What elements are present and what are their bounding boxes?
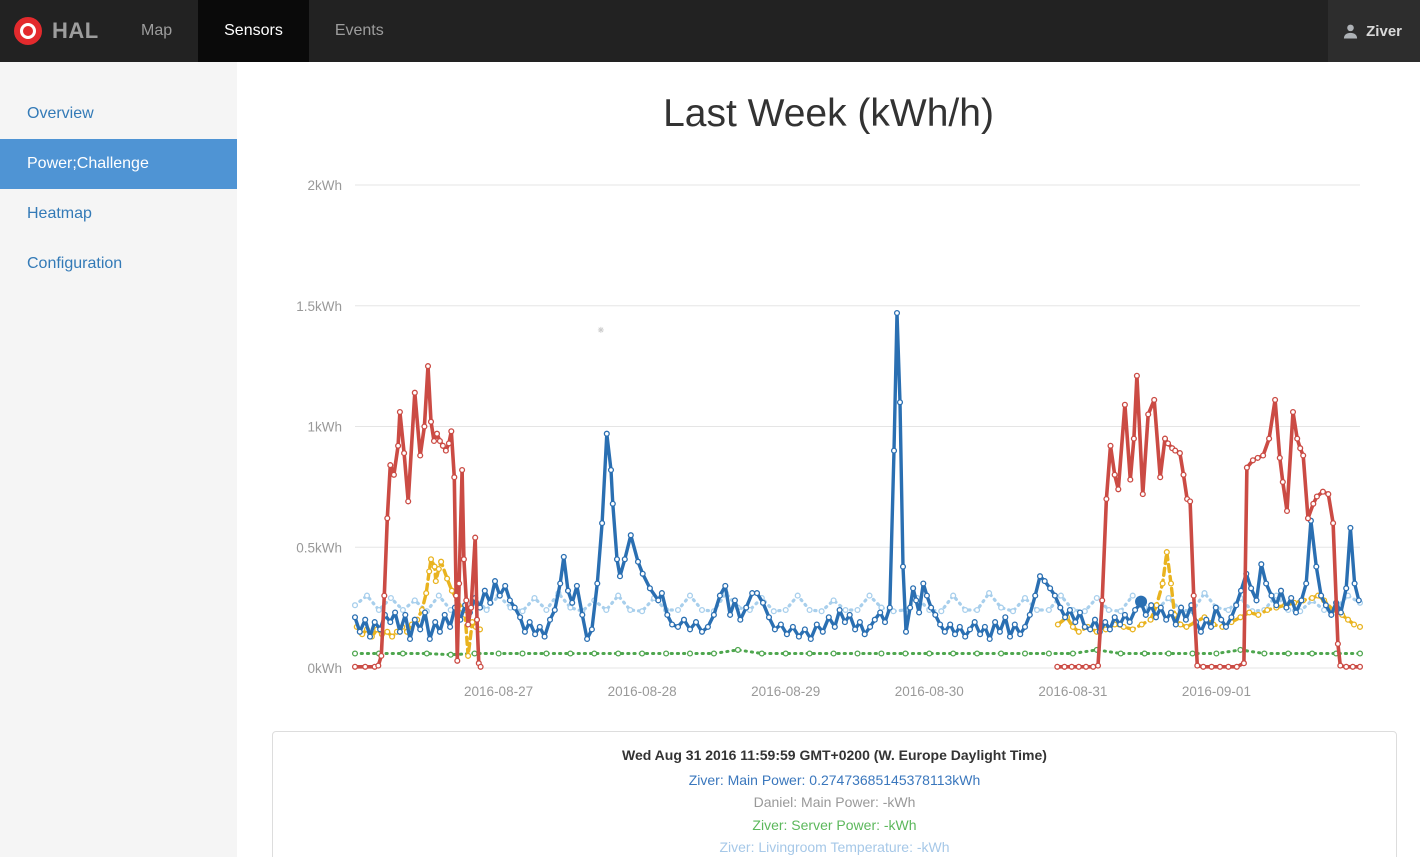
- sidebar-item-heatmap[interactable]: Heatmap: [27, 205, 92, 222]
- main-content: Last Week (kWh/h) 0kWh 0.5kWh 1kWh 1.5kWh 2k…: [237, 62, 1420, 857]
- tooltip-row-ziver-main-power: Ziver: Main Power: 0.27473685145378113kW…: [688, 772, 981, 788]
- x-axis-label: 2016-08-31: [1038, 684, 1107, 699]
- sidebar-item-power-challenge[interactable]: Power;Challenge: [0, 139, 237, 189]
- user-label: Ziver: [1366, 22, 1402, 40]
- navbar: HAL Map Sensors Events Ziver: [0, 0, 1420, 62]
- x-axis-label: 2016-08-29: [751, 684, 820, 699]
- x-axis-label: 2016-08-30: [895, 684, 964, 699]
- tooltip-timestamp: Wed Aug 31 2016 11:59:59 GMT+0200 (W. Eu…: [622, 747, 1047, 763]
- nav-items: Map Sensors Events: [115, 0, 410, 62]
- x-axis-label: 2016-08-27: [464, 684, 533, 699]
- nav-item-sensors[interactable]: Sensors: [198, 0, 309, 62]
- series-daniel-server-power-yellow: [353, 549, 1364, 659]
- hover-point: [1135, 595, 1148, 608]
- brand-label: HAL: [52, 18, 99, 43]
- user-menu[interactable]: Ziver: [1328, 0, 1420, 62]
- sidebar-item-configuration[interactable]: Configuration: [27, 255, 123, 272]
- page-title: Last Week (kWh/h): [663, 92, 994, 135]
- series-ziver-main-power: [351, 309, 1362, 643]
- sidebar: Overview Power;Challenge Heatmap Configu…: [0, 62, 237, 857]
- user-icon: [1344, 24, 1358, 39]
- y-axis-label: 0.5kWh: [296, 540, 342, 555]
- tooltip-row-daniel-main-power: Daniel: Main Power: -kWh: [753, 794, 916, 811]
- series-ziver-server-power: [351, 646, 1364, 658]
- y-axis-label: 1kWh: [307, 420, 342, 435]
- nav-item-events[interactable]: Events: [334, 22, 384, 39]
- chart: 0kWh 0.5kWh 1kWh 1.5kWh 2kWh 2016-08-27 2016-0…: [270, 168, 1400, 716]
- chart-canvas[interactable]: 0kWh 0.5kWh 1kWh 1.5kWh 2kWh 2016-08-27 2016-0…: [270, 168, 1400, 716]
- tooltip-row-ziver-server-power: Ziver: Server Power: -kWh: [752, 816, 917, 833]
- x-axis-label: 2016-08-28: [608, 684, 677, 699]
- nav-item-map[interactable]: Map: [141, 22, 173, 39]
- series-daniel-main-power-red: [351, 363, 1364, 670]
- series-ziver-livingroom-temperature: [351, 590, 1364, 615]
- stray-marker: [597, 326, 604, 333]
- chart-tooltip-panel: Wed Aug 31 2016 11:59:59 GMT+0200 (W. Eu…: [272, 731, 1397, 857]
- sidebar-item-overview[interactable]: Overview: [27, 105, 94, 122]
- brand[interactable]: HAL: [14, 0, 99, 62]
- tooltip-row-ziver-livingroom-temperature: Ziver: Livingroom Temperature: -kWh: [719, 839, 950, 856]
- y-axis-label: 2kWh: [307, 178, 342, 193]
- hal-logo-icon: [14, 17, 42, 45]
- y-axis-label: 1.5kWh: [296, 299, 342, 314]
- y-axis-label: 0kWh: [307, 661, 342, 676]
- x-axis-label: 2016-09-01: [1182, 684, 1251, 699]
